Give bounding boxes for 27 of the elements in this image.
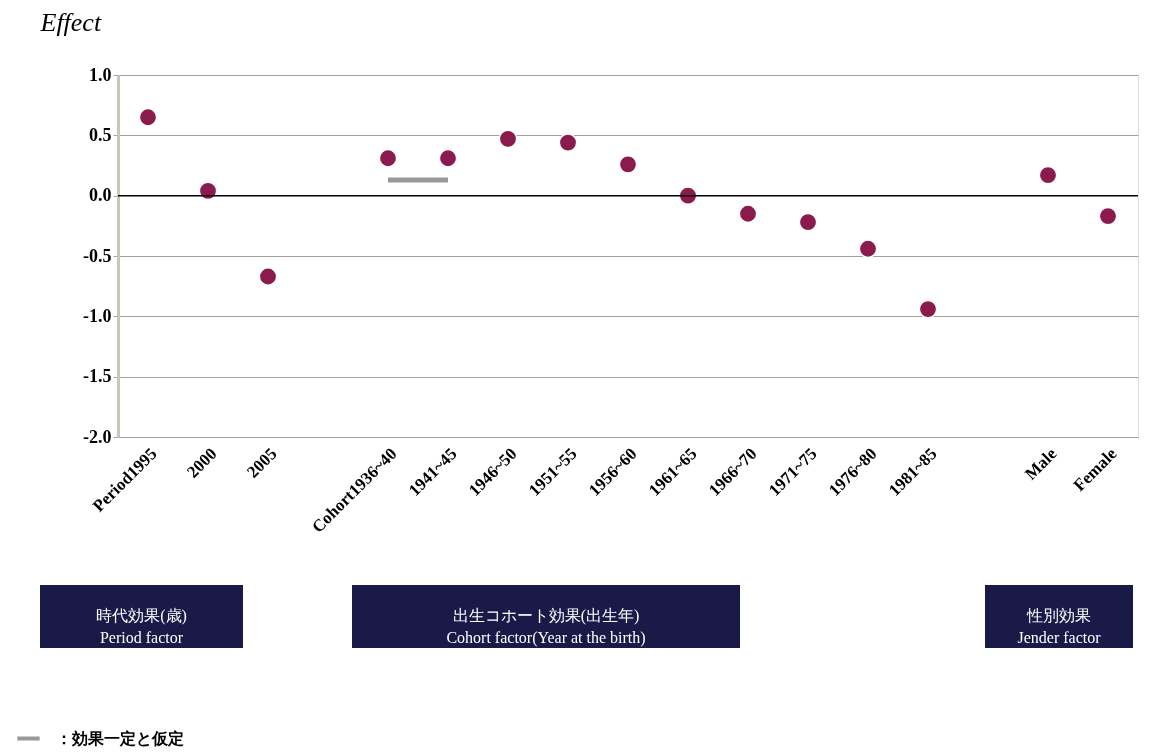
- text: 性別効果 Jender factor: [1017, 607, 1102, 646]
- y-tick-label: -2.0: [83, 426, 112, 447]
- point: [798, 212, 818, 232]
- point: [438, 148, 458, 168]
- point: [618, 154, 638, 174]
- point: [198, 181, 218, 201]
- text: 出生コホート効果(出生年) Cohort factor(Year at the birth): [446, 607, 646, 647]
- point: [378, 148, 398, 168]
- point: [678, 186, 698, 206]
- text: 時代効果(歳) Period factor: [96, 607, 187, 646]
- y-axis-title: Effect: [39, 7, 102, 37]
- point: [738, 204, 758, 224]
- point: [1098, 206, 1118, 226]
- point: [138, 107, 158, 127]
- legend-label: ：効果一定と仮定: [56, 728, 184, 748]
- point: [258, 267, 278, 286]
- y-tick-label: -1.5: [83, 366, 112, 387]
- y-tick-label: -0.5: [83, 245, 112, 266]
- point: [558, 133, 578, 152]
- y-tick-label: 0.5: [89, 124, 112, 145]
- y-tick-label: 0.0: [89, 185, 112, 206]
- point: [1038, 165, 1058, 185]
- y-tick-label: -1.0: [83, 305, 112, 326]
- point: [498, 129, 518, 149]
- point: [858, 239, 878, 259]
- point: [918, 299, 938, 319]
- y-tick-label: 1.0: [89, 64, 112, 85]
